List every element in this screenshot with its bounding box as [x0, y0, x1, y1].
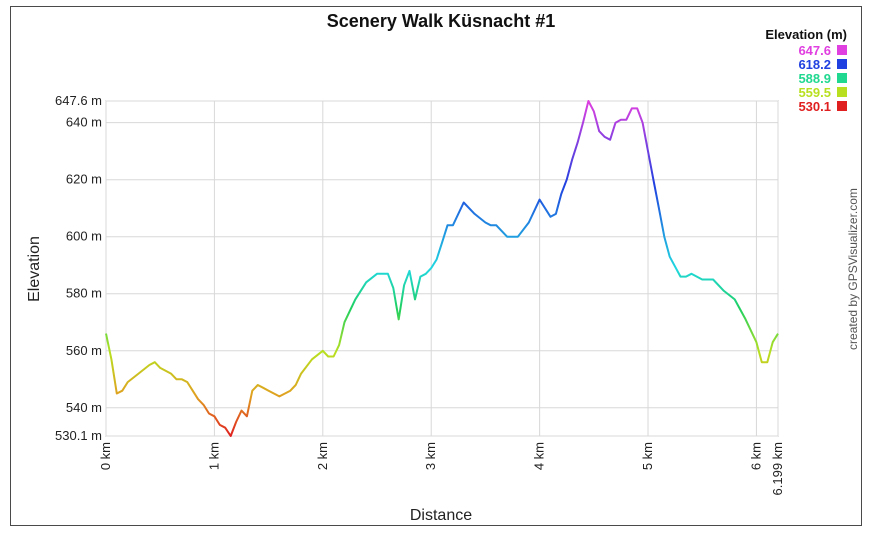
x-tick-label: 6 km [748, 442, 763, 470]
y-tick-label: 540 m [66, 400, 102, 415]
legend-title: Elevation (m) [765, 27, 847, 42]
credit-text: created by GPSVisualizer.com [846, 188, 860, 350]
x-tick-label: 0 km [98, 442, 113, 470]
y-axis-ticks: 647.6 m 640 m 620 m 600 m 580 m 560 m 540 m 530… [55, 93, 102, 443]
legend-entry-label: 647.6 [798, 43, 831, 58]
x-axis-ticks: 0 km 1 km 2 km 3 km 4 km 5 km 6 km 6.199 km [98, 442, 785, 495]
y-tick-label: 620 m [66, 172, 102, 187]
legend-swatch [837, 59, 847, 69]
x-tick-label: 5 km [640, 442, 655, 470]
legend-entry-label: 618.2 [798, 57, 831, 72]
legend-entry-label: 559.5 [798, 85, 831, 100]
y-tick-label: 640 m [66, 115, 102, 130]
x-tick-label: 3 km [423, 442, 438, 470]
x-tick-label: 2 km [315, 442, 330, 470]
chart-frame: Scenery Walk Küsnacht #1 647.6 m 640 m 620… [10, 6, 862, 526]
x-axis-title: Distance [410, 507, 472, 524]
grid-lines [105, 100, 779, 437]
y-tick-label: 580 m [66, 286, 102, 301]
legend-entry-label: 588.9 [798, 71, 831, 86]
x-tick-label: 6.199 km [770, 442, 785, 495]
y-tick-label: 560 m [66, 343, 102, 358]
x-tick-label: 1 km [206, 442, 221, 470]
y-tick-label: 647.6 m [55, 93, 102, 108]
legend-swatch [837, 45, 847, 55]
legend-swatch [837, 73, 847, 83]
elevation-chart: Scenery Walk Küsnacht #1 647.6 m 640 m 620… [26, 11, 860, 524]
y-tick-label: 600 m [66, 229, 102, 244]
y-tick-label: 530.1 m [55, 428, 102, 443]
legend-swatch [837, 87, 847, 97]
legend-entry-label: 530.1 [798, 99, 831, 114]
legend-swatch [837, 101, 847, 111]
chart-title: Scenery Walk Küsnacht #1 [327, 11, 555, 31]
elevation-profile-line [105, 100, 779, 437]
x-tick-label: 4 km [532, 442, 547, 470]
plot-area [105, 100, 779, 437]
y-axis-title: Elevation [26, 236, 43, 302]
